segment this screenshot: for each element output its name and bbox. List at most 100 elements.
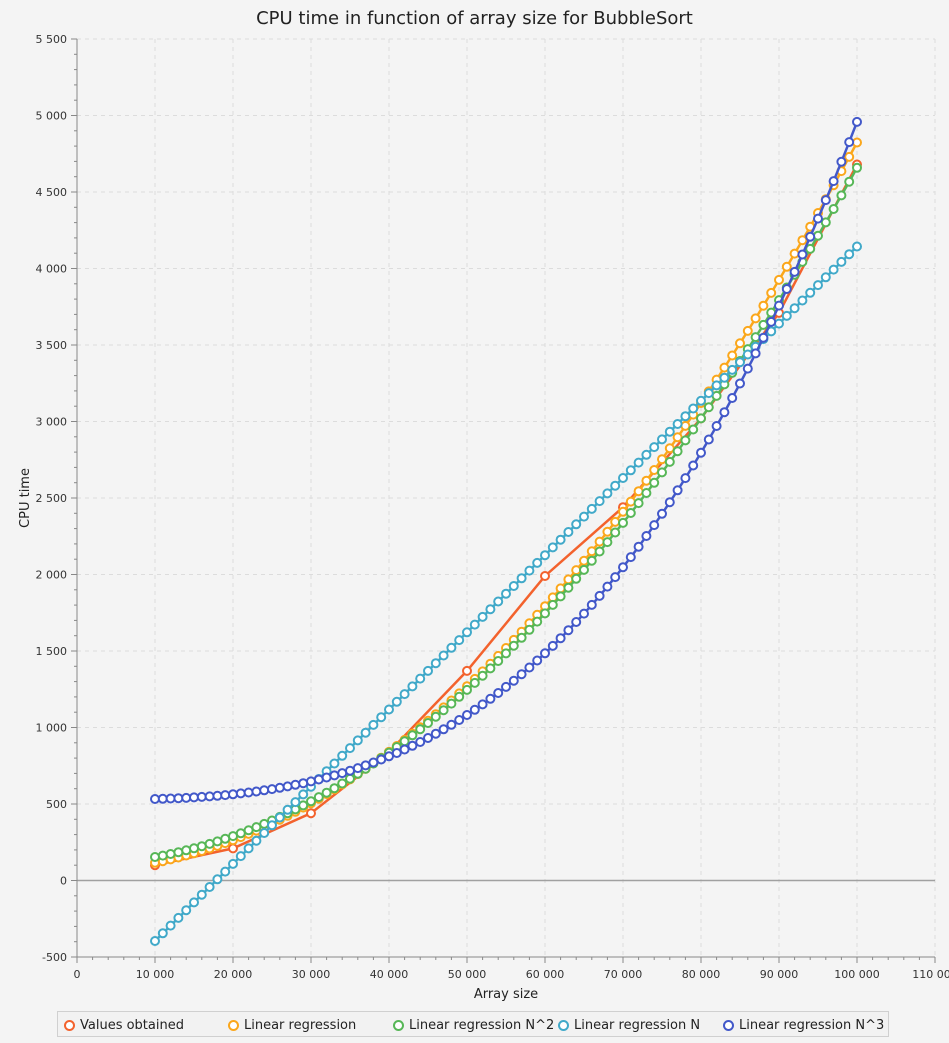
data-point xyxy=(423,718,433,728)
data-point xyxy=(438,705,449,716)
data-point xyxy=(758,332,769,343)
data-point xyxy=(844,249,855,260)
data-point xyxy=(399,736,410,747)
data-point xyxy=(204,882,215,892)
data-point xyxy=(173,847,184,858)
data-point xyxy=(571,573,582,584)
data-point xyxy=(735,338,745,349)
data-point xyxy=(345,773,355,784)
data-point xyxy=(243,787,254,798)
data-point xyxy=(485,663,496,674)
data-point xyxy=(516,669,527,680)
data-point xyxy=(836,256,847,267)
data-point xyxy=(150,794,160,804)
data-point xyxy=(727,364,738,375)
data-point xyxy=(228,858,238,869)
data-point xyxy=(555,583,566,594)
data-point xyxy=(579,564,589,575)
data-point xyxy=(329,758,340,769)
data-point xyxy=(508,640,519,651)
data-point xyxy=(703,388,714,399)
data-point xyxy=(688,424,699,435)
data-point xyxy=(711,421,722,431)
data-point xyxy=(641,488,652,498)
data-point xyxy=(384,704,394,715)
data-point xyxy=(586,555,597,566)
legend-label-linear-regression: Linear regression xyxy=(244,1017,357,1033)
data-point xyxy=(742,349,753,360)
data-point xyxy=(181,845,192,856)
data-point xyxy=(852,137,862,148)
series-line xyxy=(154,121,859,801)
data-point xyxy=(212,874,223,885)
legend: Values obtained Linear regression Linear… xyxy=(57,1011,889,1037)
data-point xyxy=(477,611,488,622)
data-point xyxy=(555,591,566,602)
y-tick-label: 3 000 xyxy=(36,416,68,429)
grid xyxy=(77,38,936,957)
data-point xyxy=(750,313,761,324)
data-point xyxy=(430,711,441,722)
data-point xyxy=(469,704,480,715)
data-point xyxy=(415,737,426,747)
data-point xyxy=(228,789,238,800)
data-point xyxy=(571,519,582,530)
data-point xyxy=(196,889,207,900)
data-point xyxy=(664,443,675,454)
data-point xyxy=(540,571,550,581)
data-point xyxy=(298,789,309,800)
data-point xyxy=(516,632,527,643)
data-point xyxy=(485,604,496,615)
data-point xyxy=(259,818,270,829)
data-point xyxy=(594,546,605,557)
series-line xyxy=(154,141,859,865)
data-point xyxy=(594,536,605,547)
data-point xyxy=(696,413,706,424)
data-point xyxy=(852,241,862,252)
legend-label-linear-regression-n2: Linear regression N^2 xyxy=(409,1017,555,1033)
data-point xyxy=(469,677,480,688)
data-point xyxy=(430,728,441,739)
data-point xyxy=(501,681,511,692)
data-point xyxy=(493,656,504,666)
y-axis-label: CPU time xyxy=(18,468,33,528)
data-point xyxy=(376,712,387,723)
data-point xyxy=(462,627,472,638)
data-point xyxy=(181,905,192,916)
data-point xyxy=(150,936,160,946)
data-point xyxy=(501,648,511,659)
data-point xyxy=(571,617,582,627)
data-point xyxy=(797,295,808,306)
data-point xyxy=(360,760,371,771)
data-point xyxy=(446,719,457,730)
data-point xyxy=(438,650,449,661)
data-point xyxy=(267,784,277,795)
series-linear-regression-n3 xyxy=(150,116,862,804)
data-point xyxy=(407,681,418,692)
data-point xyxy=(844,176,855,187)
legend-marker-linear-regression-n3 xyxy=(723,1019,734,1031)
data-point xyxy=(820,272,831,283)
y-tick-label: 500 xyxy=(46,798,67,811)
legend-item-values-obtained: Values obtained xyxy=(64,1016,184,1034)
series-linear-regression-n xyxy=(150,241,862,946)
data-point xyxy=(212,790,223,801)
x-tick-label: 90 000 xyxy=(760,968,799,981)
data-point xyxy=(446,642,457,653)
data-point xyxy=(540,550,550,561)
data-point xyxy=(321,787,332,798)
data-point xyxy=(243,843,254,854)
data-point xyxy=(337,750,348,761)
data-point xyxy=(298,778,309,789)
y-tick-label: 1 500 xyxy=(36,645,68,658)
data-point xyxy=(563,625,574,636)
data-point xyxy=(813,230,823,241)
data-point xyxy=(625,552,636,563)
legend-label-linear-regression-n3: Linear regression N^3 xyxy=(739,1017,885,1033)
x-tick-label: 70 000 xyxy=(604,968,643,981)
data-point xyxy=(680,411,691,422)
data-point xyxy=(781,284,792,294)
data-point xyxy=(657,434,667,445)
data-point xyxy=(633,486,644,497)
